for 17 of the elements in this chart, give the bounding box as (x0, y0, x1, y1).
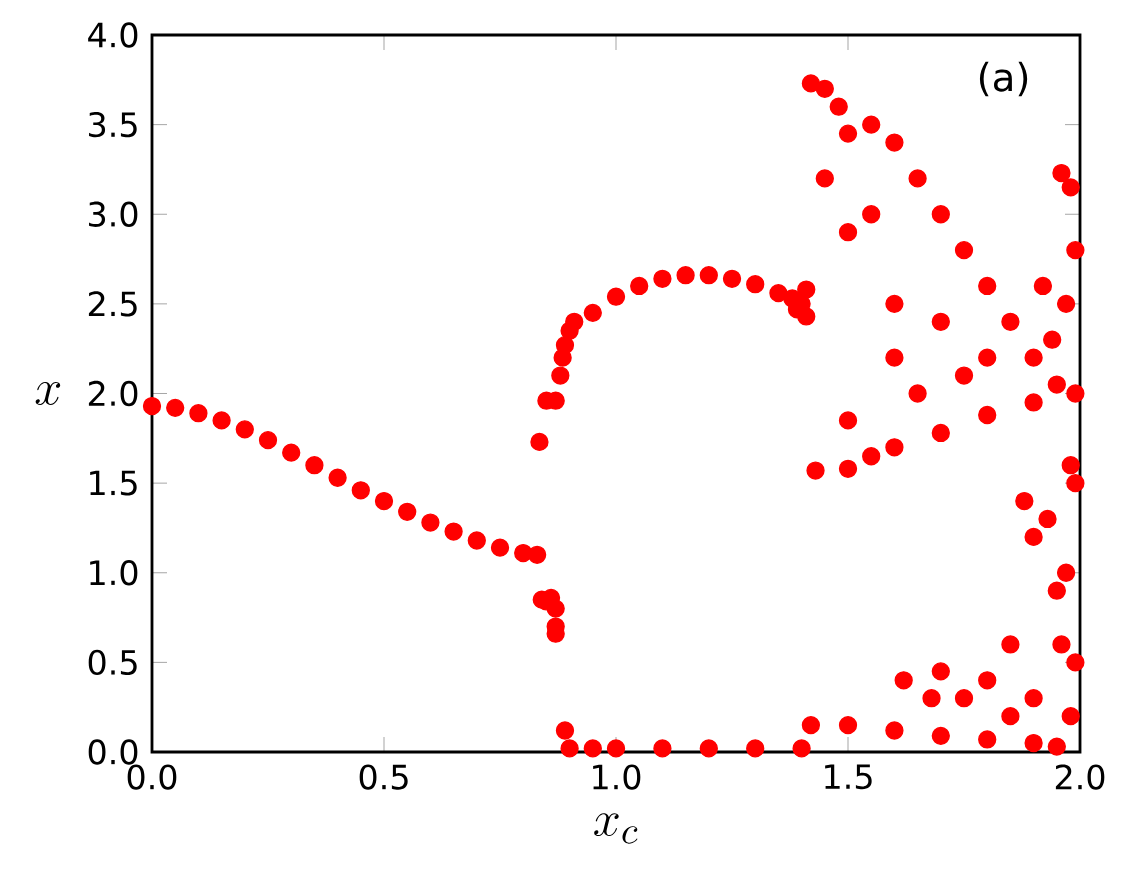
x-tick-label: 2.0 (1055, 764, 1105, 790)
x-tick-label: 0.5 (359, 764, 408, 790)
y-tick-label: 0.5 (88, 649, 137, 676)
y-tick-label: 4.0 (88, 22, 138, 48)
y-tick-label: 1.5 (90, 470, 137, 496)
y-tick-label: 2.5 (88, 291, 137, 317)
x-axis-title: $x_c$ (594, 813, 638, 844)
x-tick-label: 0.0 (127, 764, 177, 790)
y-tick-label: 3.0 (89, 201, 138, 227)
y-tick-label: 3.5 (89, 111, 137, 138)
y-tick-label: 0.0 (88, 739, 138, 765)
y-tick-label: 2.0 (88, 380, 138, 407)
x-tick-label: 1.5 (825, 764, 872, 790)
x-tick-label: 1.0 (593, 764, 641, 790)
annotation: (a) (979, 61, 1028, 97)
y-tick-label: 1.0 (90, 560, 138, 586)
y-axis-title: $x$ (35, 382, 61, 405)
